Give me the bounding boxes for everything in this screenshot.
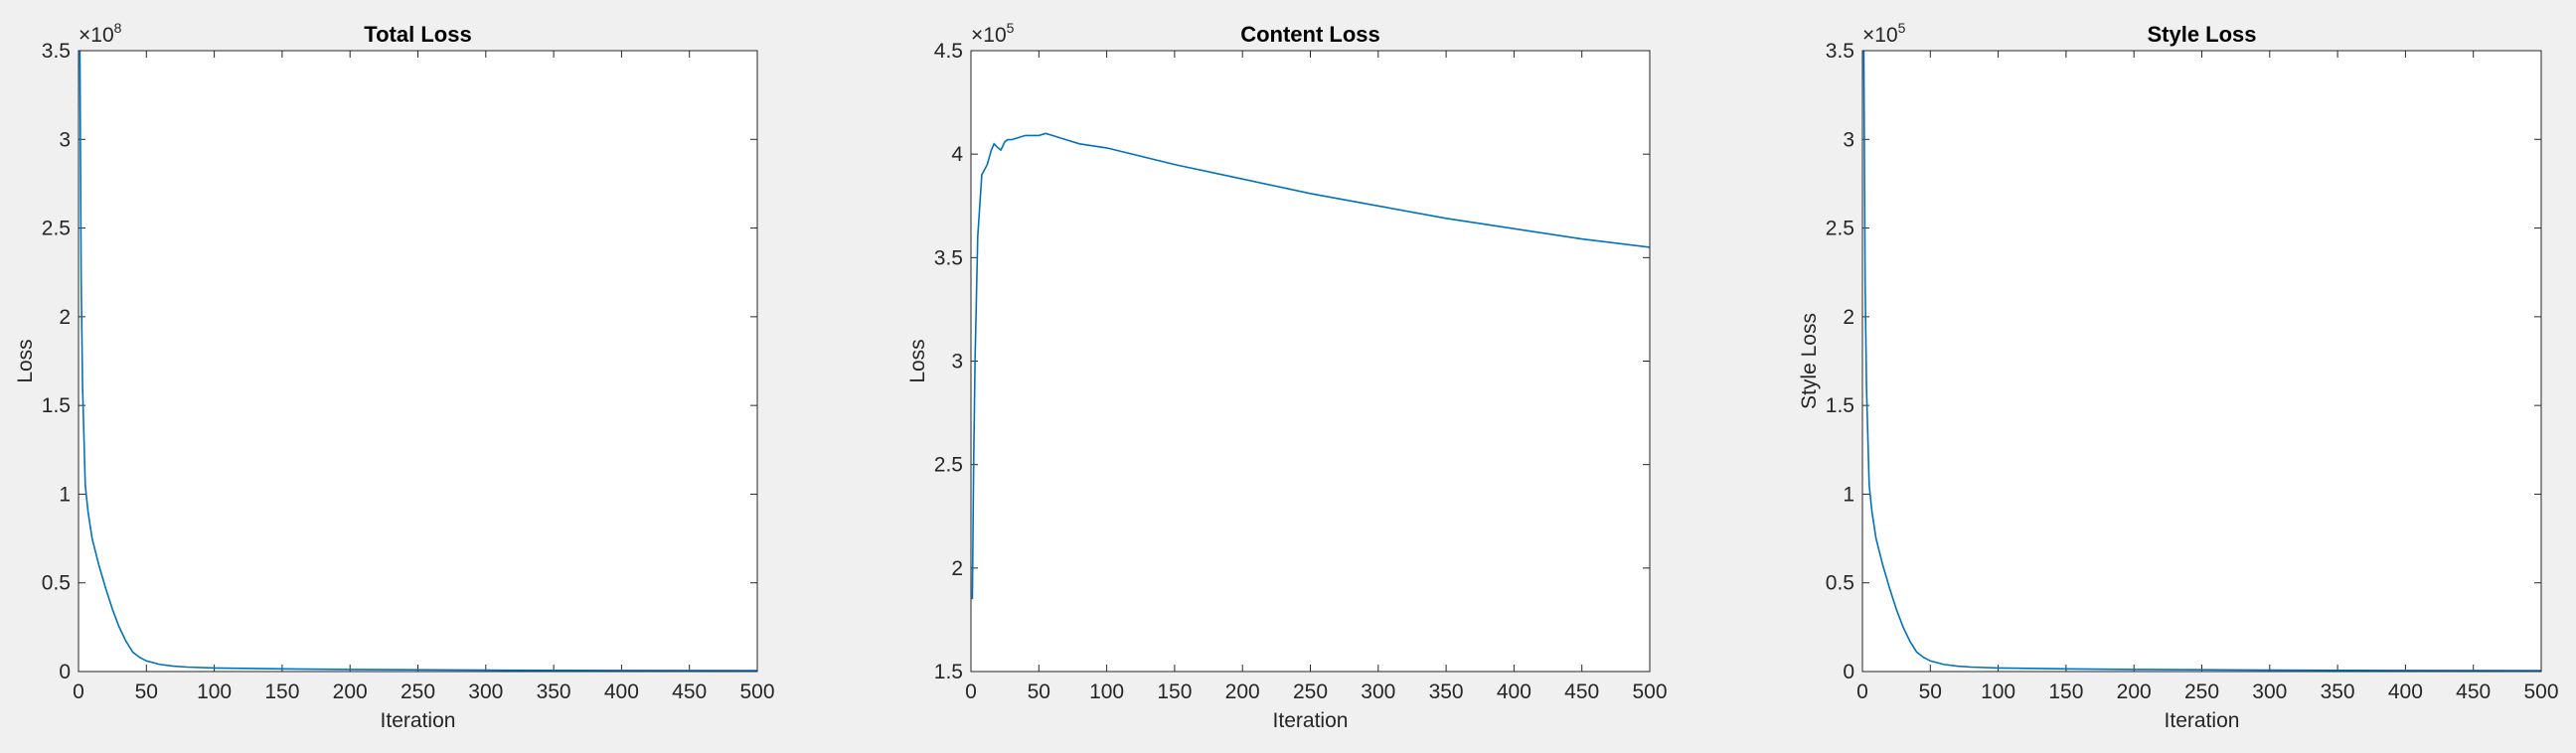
x-tick-label: 400 bbox=[2388, 680, 2423, 703]
y-tick-label: 2 bbox=[951, 557, 963, 580]
exponent-base: ×10 bbox=[971, 24, 1007, 47]
y-tick-label: 3.5 bbox=[1826, 40, 1854, 63]
x-tick-label: 0 bbox=[965, 680, 977, 703]
y-tick-label: 1.5 bbox=[1826, 394, 1854, 417]
exponent-base: ×10 bbox=[79, 24, 114, 47]
loss-line bbox=[1862, 50, 2542, 672]
loss-line bbox=[971, 132, 1651, 600]
x-axis-label: Iteration bbox=[1273, 709, 1349, 732]
x-tick-label: 0 bbox=[1856, 680, 1868, 703]
x-tick-label: 450 bbox=[2456, 680, 2491, 703]
exponent-power: 8 bbox=[114, 20, 122, 36]
y-tick-label: 3 bbox=[59, 128, 71, 151]
exponent-power: 5 bbox=[1007, 20, 1015, 36]
x-tick-label: 500 bbox=[739, 680, 774, 703]
x-tick-label: 400 bbox=[604, 680, 639, 703]
x-tick-label: 150 bbox=[2048, 680, 2083, 703]
axes-box bbox=[78, 50, 758, 673]
y-tick-label: 0 bbox=[59, 661, 71, 683]
plot-area bbox=[79, 51, 757, 672]
x-tick-label: 300 bbox=[2252, 680, 2287, 703]
y-tick-label: 3 bbox=[1843, 128, 1854, 151]
y-tick-label: 4 bbox=[951, 143, 963, 166]
y-tick-label: 0.5 bbox=[42, 572, 71, 595]
y-exponent: ×108 bbox=[79, 20, 122, 47]
x-tick-label: 150 bbox=[1157, 680, 1192, 703]
y-tick-label: 0 bbox=[1843, 661, 1854, 683]
y-tick-label: 2 bbox=[1843, 306, 1854, 329]
axes-box bbox=[970, 50, 1651, 673]
x-axis-label: Iteration bbox=[2165, 709, 2240, 732]
x-tick-label: 200 bbox=[2117, 680, 2152, 703]
x-tick-label: 50 bbox=[1919, 680, 1942, 703]
x-tick-label: 200 bbox=[1225, 680, 1260, 703]
y-tick-label: 1 bbox=[1843, 483, 1854, 506]
x-tick-label: 0 bbox=[73, 680, 84, 703]
x-tick-label: 100 bbox=[197, 680, 232, 703]
y-tick-label: 2.5 bbox=[934, 454, 963, 477]
x-tick-label: 250 bbox=[401, 680, 435, 703]
y-tick-label: 2.5 bbox=[1826, 218, 1854, 240]
axes-box bbox=[1861, 50, 2542, 673]
x-tick-label: 400 bbox=[1497, 680, 1531, 703]
x-tick-label: 250 bbox=[1293, 680, 1328, 703]
x-tick-label: 50 bbox=[135, 680, 158, 703]
y-tick-label: 0.5 bbox=[1826, 572, 1854, 595]
x-tick-label: 50 bbox=[1028, 680, 1050, 703]
plot-area bbox=[1862, 51, 2541, 672]
y-tick-label: 2 bbox=[59, 306, 71, 329]
y-tick-label: 1 bbox=[59, 483, 71, 506]
x-tick-label: 500 bbox=[2523, 680, 2558, 703]
y-exponent: ×105 bbox=[1862, 20, 1906, 47]
x-tick-label: 450 bbox=[1564, 680, 1599, 703]
exponent-base: ×10 bbox=[1862, 24, 1898, 47]
loss-line bbox=[79, 50, 758, 672]
y-tick-label: 1.5 bbox=[934, 661, 963, 683]
x-tick-label: 150 bbox=[264, 680, 299, 703]
y-tick-label: 3.5 bbox=[934, 246, 963, 269]
x-tick-label: 300 bbox=[468, 680, 503, 703]
chart-title: Content Loss bbox=[1240, 22, 1380, 47]
chart-title: Style Loss bbox=[2147, 22, 2256, 47]
y-axis-label: Style Loss bbox=[1798, 313, 1821, 409]
x-tick-label: 350 bbox=[537, 680, 571, 703]
y-tick-label: 3 bbox=[951, 351, 963, 374]
x-tick-label: 350 bbox=[2321, 680, 2355, 703]
y-tick-label: 3.5 bbox=[42, 40, 71, 63]
x-tick-label: 500 bbox=[1632, 680, 1667, 703]
x-tick-label: 350 bbox=[1429, 680, 1464, 703]
x-tick-label: 300 bbox=[1361, 680, 1395, 703]
y-exponent: ×105 bbox=[971, 20, 1015, 47]
x-tick-label: 200 bbox=[333, 680, 368, 703]
x-tick-label: 100 bbox=[1981, 680, 2015, 703]
x-tick-label: 100 bbox=[1089, 680, 1124, 703]
y-tick-label: 2.5 bbox=[42, 218, 71, 240]
x-tick-label: 250 bbox=[2184, 680, 2219, 703]
y-axis-label: Loss bbox=[906, 339, 929, 382]
x-axis-label: Iteration bbox=[381, 709, 456, 732]
exponent-power: 5 bbox=[1898, 20, 1906, 36]
plot-area bbox=[971, 51, 1650, 672]
y-axis-label: Loss bbox=[14, 339, 37, 382]
y-tick-label: 1.5 bbox=[42, 394, 71, 417]
x-tick-label: 450 bbox=[672, 680, 707, 703]
y-tick-label: 4.5 bbox=[934, 40, 963, 63]
chart-title: Total Loss bbox=[364, 22, 471, 47]
